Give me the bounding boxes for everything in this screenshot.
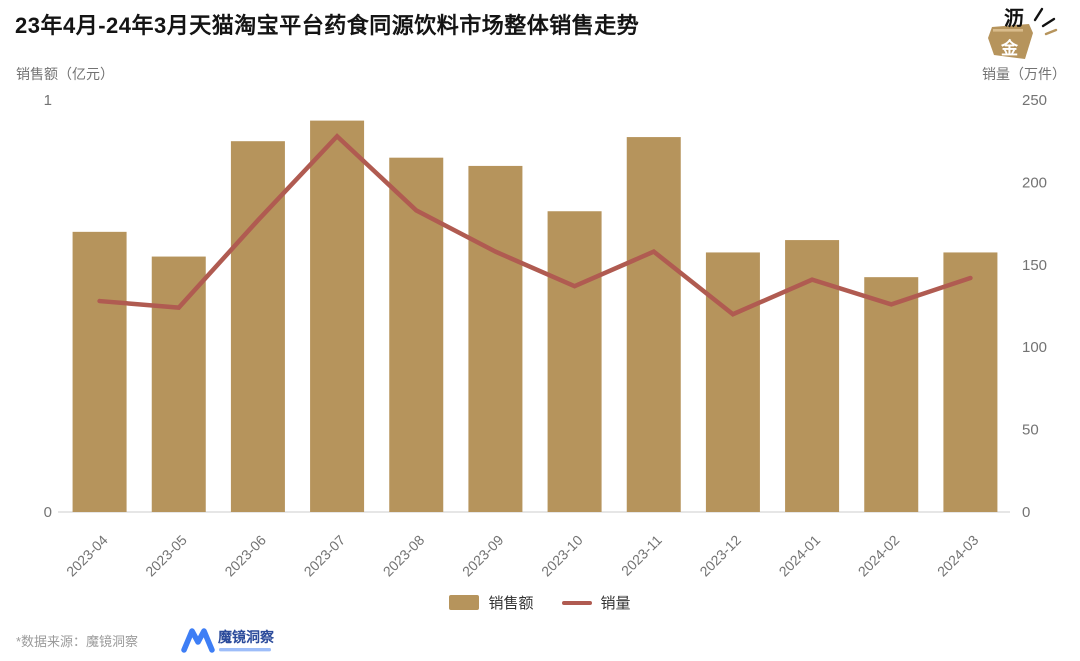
x-axis-label-2024-03: 2024-03 (934, 532, 982, 580)
x-axis-label-2023-09: 2023-09 (459, 532, 507, 580)
right-axis-tick-100: 100 (1022, 339, 1047, 356)
left-axis-tick-0: 0 (44, 504, 52, 521)
x-axis-label-2023-11: 2023-11 (618, 532, 665, 579)
x-axis-label-2023-05: 2023-05 (142, 532, 190, 580)
lijin-char-bottom: 金 (1000, 38, 1019, 58)
bar-2023-05 (151, 256, 206, 512)
right-axis-tick-250: 250 (1022, 92, 1047, 109)
right-axis-title: 销量（万件） (982, 66, 1066, 82)
moojing-m-icon (181, 628, 215, 653)
bar-2023-10 (547, 211, 602, 513)
right-axis-tick-50: 50 (1022, 422, 1039, 439)
bar-2023-09 (468, 165, 523, 513)
bar-2023-12 (705, 252, 760, 512)
x-axis-label-2023-07: 2023-07 (301, 532, 349, 580)
x-axis-label-2023-08: 2023-08 (380, 532, 428, 580)
x-axis-label-2023-12: 2023-12 (696, 532, 744, 580)
left-axis-tick-1: 1 (44, 92, 52, 109)
bar-2023-11 (626, 137, 681, 512)
bar-series-swatch (449, 595, 480, 610)
x-axis-label-2024-01: 2024-01 (776, 532, 824, 580)
bar-2023-06 (230, 141, 285, 512)
legend-item-sales-amount[interactable]: 销售额 (449, 592, 534, 613)
moojing-tagline (219, 648, 271, 652)
bar-2023-07 (310, 120, 365, 512)
lijin-char-top: 沥 (1004, 7, 1024, 30)
bar-2023-04 (72, 231, 127, 512)
sales-volume-line (97, 133, 973, 317)
line-series-swatch (561, 600, 592, 605)
moojing-logo-text: 魔镜洞察 (218, 629, 275, 645)
legend-item-sales-volume[interactable]: 销量 (561, 592, 631, 613)
right-axis-tick-200: 200 (1022, 174, 1047, 191)
x-axis-label-2024-02: 2024-02 (855, 532, 903, 580)
right-axis-tick-150: 150 (1022, 257, 1047, 274)
x-axis-label-2023-10: 2023-10 (538, 532, 586, 580)
chart-title: 23年4月-24年3月天猫淘宝平台药食同源饮料市场整体销售走势 (15, 13, 640, 38)
x-axis-label-2023-04: 2023-04 (63, 532, 111, 580)
bar-2024-02 (864, 277, 919, 512)
bar-2023-08 (389, 157, 444, 512)
lijin-brand-logo: 沥 金 (988, 7, 1058, 59)
lijin-sparkle-lines (1033, 7, 1058, 36)
chart-legend: 销售额 销量 (0, 592, 1080, 613)
x-axis-label-2023-06: 2023-06 (221, 532, 269, 580)
legend-label-sales-volume: 销量 (600, 595, 631, 612)
right-axis-tick-0: 0 (1022, 504, 1030, 521)
lijin-gold-shape (988, 24, 1033, 59)
bar-2024-03 (943, 252, 998, 512)
moojing-logo: 魔镜洞察 (181, 628, 275, 653)
legend-label-sales-amount: 销售额 (488, 595, 534, 612)
lijin-micro-text (993, 29, 1023, 32)
left-axis-title: 销售额（亿元） (16, 66, 114, 82)
data-source-note: *数据来源：魔镜洞察 (16, 634, 139, 649)
